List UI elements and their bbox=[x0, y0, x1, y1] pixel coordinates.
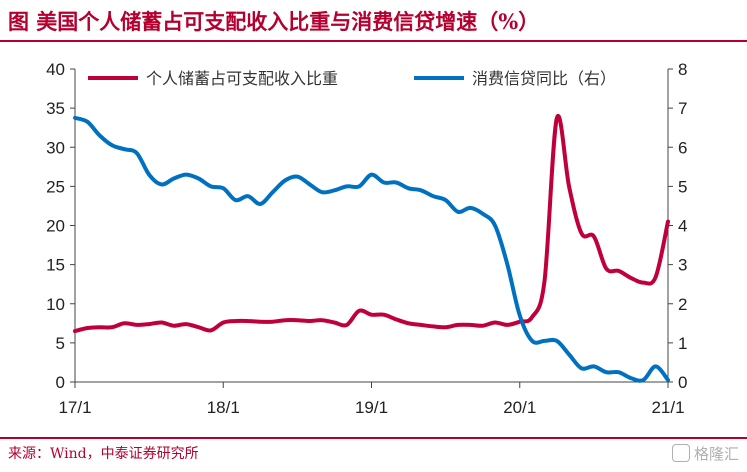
left-tick-label: 40 bbox=[46, 60, 65, 79]
left-tick-label: 0 bbox=[56, 373, 65, 392]
left-tick-label: 5 bbox=[56, 334, 65, 353]
x-tick-label: 17/1 bbox=[58, 398, 91, 417]
right-tick-label: 4 bbox=[678, 217, 687, 236]
title-bar: 图 美国个人储蓄占可支配收入比重与消费信贷增速（%） bbox=[0, 0, 747, 40]
right-tick-label: 0 bbox=[678, 373, 687, 392]
right-tick-label: 7 bbox=[678, 99, 687, 118]
x-tick-label: 20/1 bbox=[503, 398, 536, 417]
footer-divider bbox=[0, 437, 747, 439]
right-tick-label: 3 bbox=[678, 256, 687, 275]
left-tick-label: 30 bbox=[46, 138, 65, 157]
series-line-credit bbox=[73, 115, 670, 383]
watermark: 格隆汇 bbox=[671, 443, 739, 464]
source-note: 来源：Wind，中泰证券研究所 bbox=[8, 446, 199, 462]
right-tick-label: 2 bbox=[678, 295, 687, 314]
x-tick-label: 19/1 bbox=[355, 398, 388, 417]
right-tick-label: 5 bbox=[678, 177, 687, 196]
legend-credit-label: 消费信贷同比（右） bbox=[472, 69, 616, 88]
right-tick-label: 8 bbox=[678, 60, 687, 79]
right-tick-label: 6 bbox=[678, 138, 687, 157]
left-tick-label: 35 bbox=[46, 99, 65, 118]
x-tick-label: 21/1 bbox=[651, 398, 684, 417]
left-tick-label: 10 bbox=[46, 295, 65, 314]
legend-savings-label: 个人储蓄占可支配收入比重 bbox=[146, 69, 338, 88]
x-tick-label: 18/1 bbox=[207, 398, 240, 417]
title-divider bbox=[0, 40, 747, 42]
left-tick-label: 20 bbox=[46, 217, 65, 236]
left-tick-label: 25 bbox=[46, 177, 65, 196]
page-title: 图 美国个人储蓄占可支配收入比重与消费信贷增速（%） bbox=[8, 9, 540, 34]
line-chart: 0 5 10 15 20 25 30 35 40 0 1 2 3 4 5 6 7 8 17/1 18/1 19/1 20/… bbox=[46, 60, 687, 417]
watermark-text: 格隆汇 bbox=[693, 445, 739, 463]
series-line-savings bbox=[73, 113, 670, 334]
left-tick-label: 15 bbox=[46, 256, 65, 275]
right-tick-label: 1 bbox=[678, 334, 687, 353]
watermark-logo-icon bbox=[671, 444, 690, 462]
